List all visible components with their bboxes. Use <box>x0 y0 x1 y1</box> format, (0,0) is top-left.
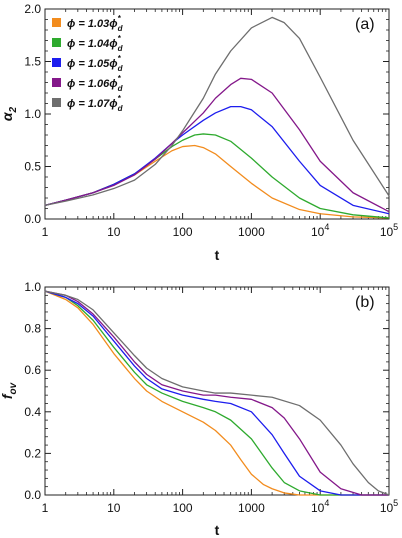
y-tick-label: 0.5 <box>24 160 41 174</box>
x-tick-label: 104 <box>311 222 329 239</box>
series-line-1 <box>44 290 389 496</box>
legend-label: ϕ = 1.04ϕd* <box>67 34 124 53</box>
series-line-1 <box>44 144 390 219</box>
panel-label: (a) <box>355 16 375 33</box>
y-tick-label: 1.0 <box>24 107 41 121</box>
panel-a-alpha2-vs-t: 1 10 100 1000 104 105 0.0 0.5 1.0 1.5 2.0 t α2 (a) ϕ =… <box>0 2 398 263</box>
legend: ϕ = 1.03ϕd*ϕ = 1.04ϕd*ϕ = 1.05ϕd*ϕ = 1.0… <box>52 14 124 113</box>
y-tick-label: 0.2 <box>24 446 41 460</box>
x-tick-label: 104 <box>311 498 329 515</box>
panel-label: (b) <box>355 294 375 311</box>
y-tick-label: 1.5 <box>24 55 41 69</box>
y-axis-label: fov <box>0 381 19 399</box>
x-tick-label: 100 <box>173 501 193 515</box>
y-tick-label: 1.0 <box>24 280 41 294</box>
plot-frame <box>44 286 390 496</box>
x-tick-label: 1 <box>42 501 49 515</box>
series-line-4 <box>44 290 389 496</box>
x-tick-label: 100 <box>173 225 193 239</box>
x-axis-label: t <box>215 247 220 263</box>
legend-label: ϕ = 1.07ϕd* <box>67 94 124 113</box>
legend-swatch <box>52 58 61 67</box>
x-tick-label: 1 <box>42 225 49 239</box>
series-line-2 <box>44 133 390 219</box>
series-line-4 <box>44 77 390 213</box>
y-tick-label: 0.4 <box>24 405 41 419</box>
legend-swatch <box>52 18 61 27</box>
legend-label: ϕ = 1.06ϕd* <box>67 74 124 93</box>
x-axis-label: t <box>215 522 220 538</box>
legend-label: ϕ = 1.03ϕd* <box>67 14 124 33</box>
series-line-2 <box>44 290 389 496</box>
legend-swatch <box>52 98 61 107</box>
x-tick-label: 105 <box>380 222 398 239</box>
series-line-3 <box>44 106 390 215</box>
x-tick-label: 1000 <box>238 225 265 239</box>
x-tick-label: 105 <box>380 498 398 515</box>
series-line-5 <box>44 16 390 206</box>
y-tick-label: 0.0 <box>24 212 41 226</box>
legend-swatch <box>52 78 61 87</box>
legend-swatch <box>52 38 61 47</box>
y-axis-label: α2 <box>0 106 19 121</box>
x-tick-label: 10 <box>107 225 121 239</box>
x-tick-label: 10 <box>107 501 121 515</box>
series-line-3 <box>44 290 389 496</box>
y-tick-label: 0.6 <box>24 363 41 377</box>
x-tick-label: 1000 <box>238 501 265 515</box>
y-tick-label: 0.8 <box>24 322 41 336</box>
y-tick-label: 0.0 <box>24 488 41 502</box>
panel-b-fov-vs-t: 1 10 100 1000 104 105 0.0 0.2 0.4 0.6 0.8 1.0 t fov (b… <box>0 280 398 538</box>
series-line-5 <box>44 290 390 496</box>
legend-label: ϕ = 1.05ϕd* <box>67 54 124 73</box>
y-tick-label: 2.0 <box>24 2 41 16</box>
